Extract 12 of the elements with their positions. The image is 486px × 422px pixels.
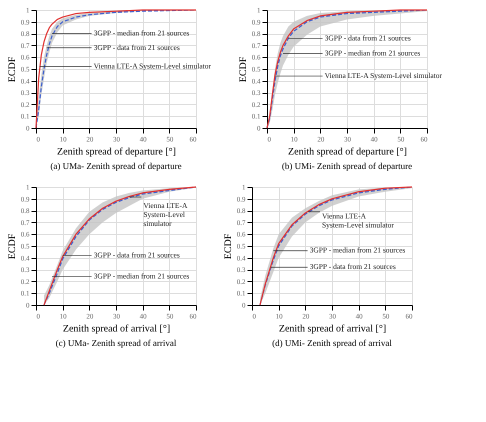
y-axis-title: ECDF [6, 56, 18, 82]
y-axis-title: ECDF [238, 56, 249, 82]
y-axis-title: ECDF [222, 233, 234, 260]
text: (d) UMi- Zenith spread of arrival [272, 338, 392, 348]
x-axis-title: Zenith spread of departure [°] [288, 146, 407, 158]
text: (b) UMi- Zenith spread of departure [282, 161, 412, 171]
y-axis-title: ECDF [6, 233, 18, 260]
x-axis-title: Zenith spread of arrival [°] [278, 324, 386, 334]
x-axis-title: Zenith spread of departure [°] [57, 146, 176, 158]
text: (c) UMa- Zenith spread of arrival [56, 338, 177, 348]
text: (a) UMa- Zenith spread of departure [50, 161, 182, 171]
x-axis-title: Zenith spread of arrival [°] [62, 324, 170, 334]
